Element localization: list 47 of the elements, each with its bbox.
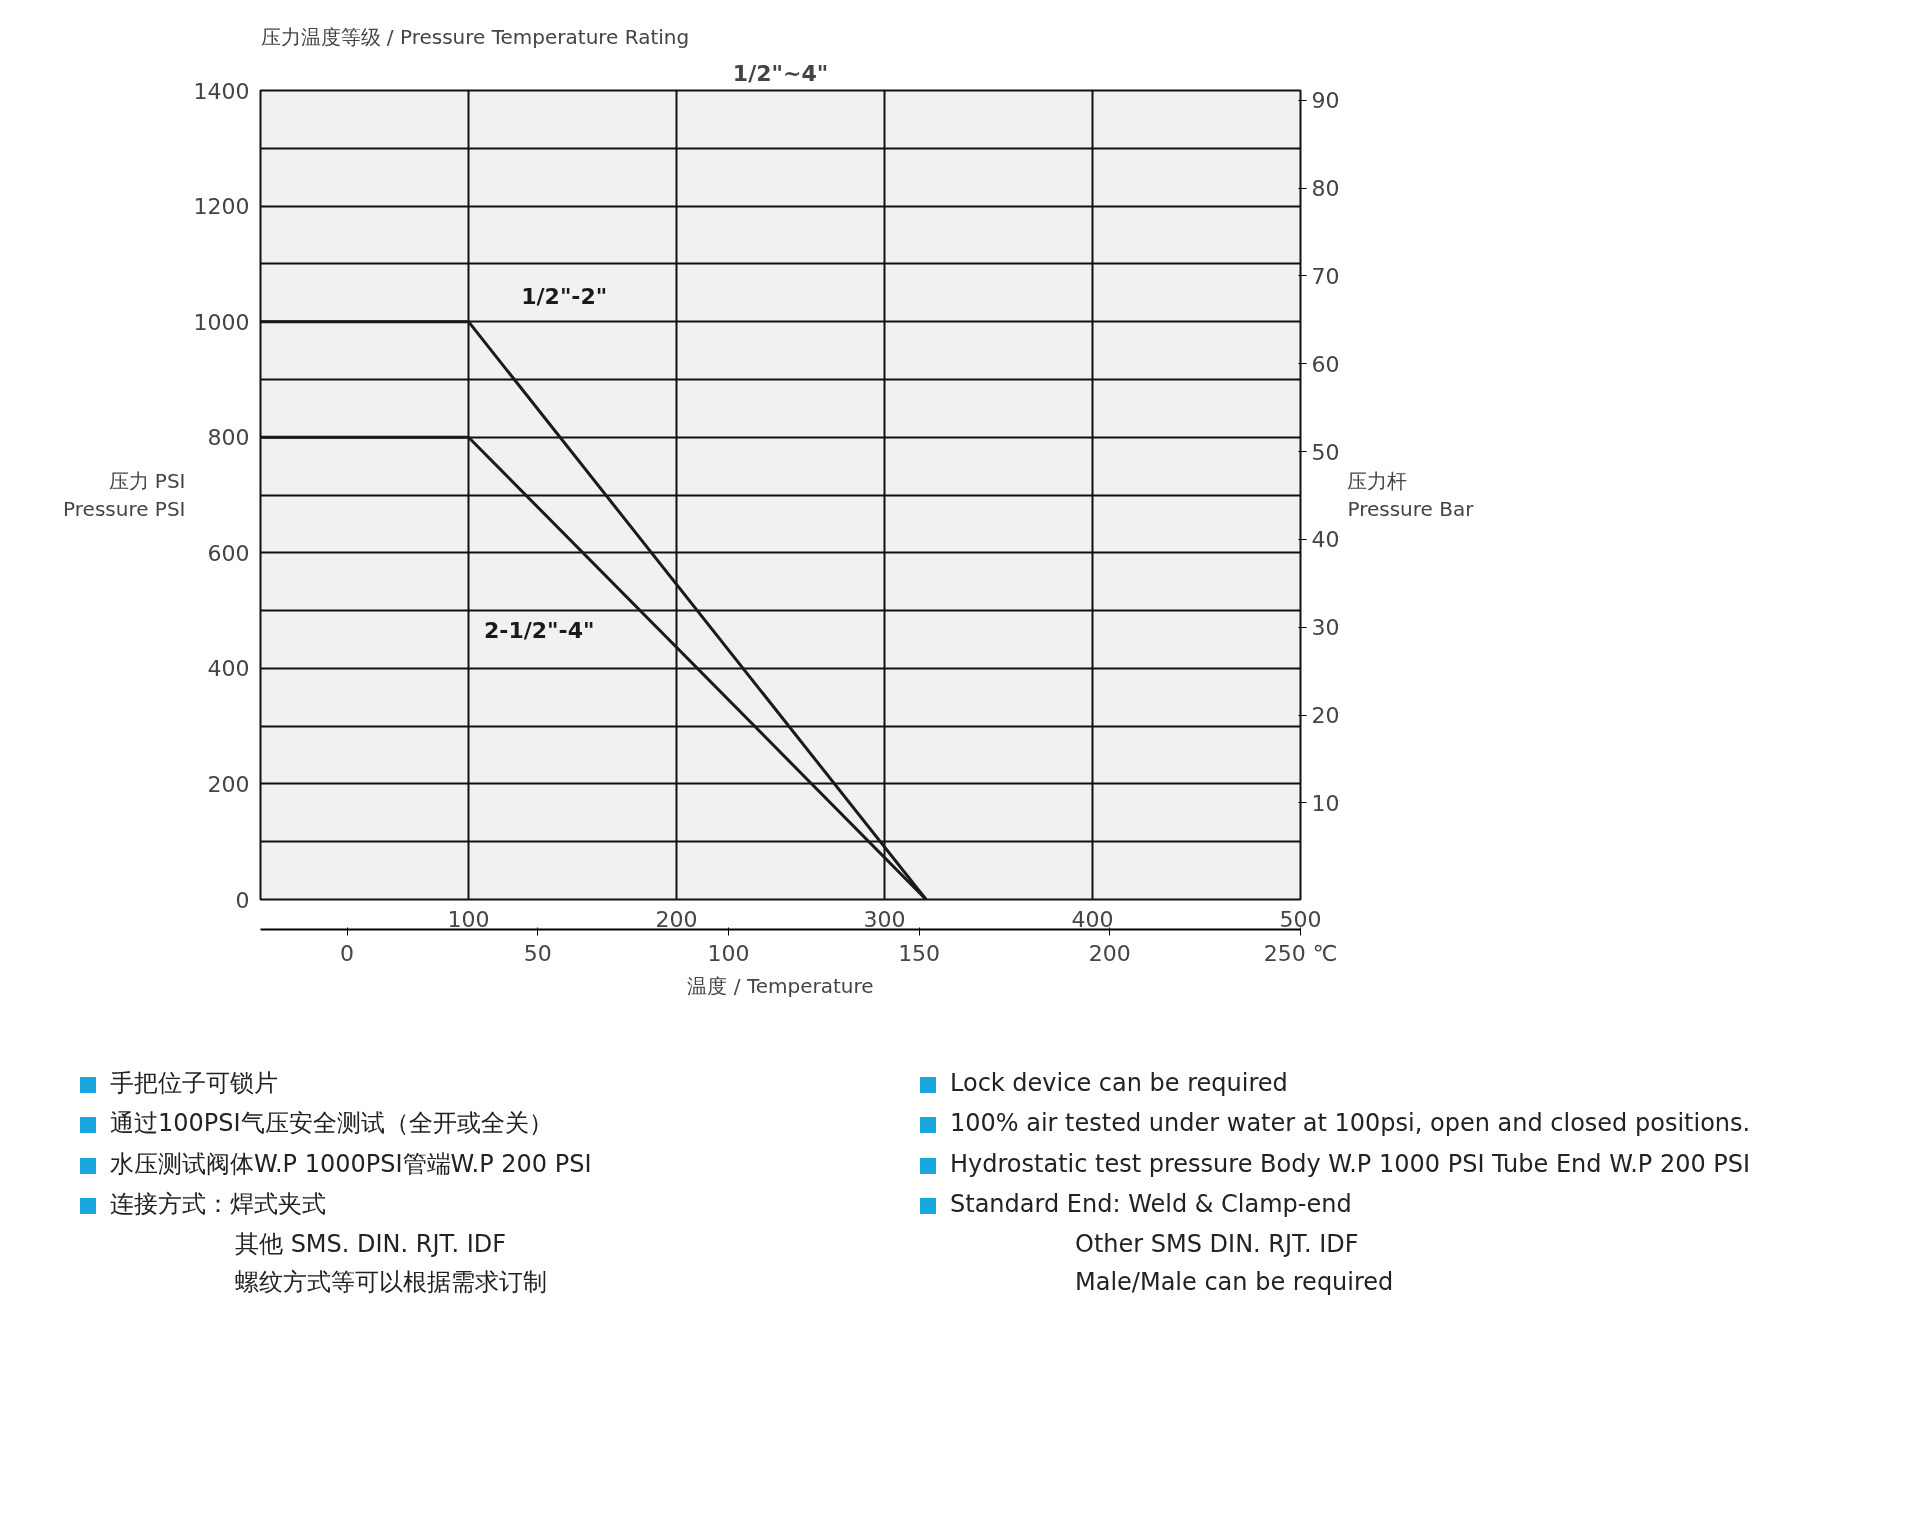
y-tick-label: 1400 [193, 78, 250, 104]
x2-tick-label: 250 ℃ [1263, 940, 1338, 966]
y2-tick-label: 30 [1311, 615, 1340, 641]
text: 手把位子可锁片 [109, 1068, 279, 1099]
x2-tick-label: 150 [898, 940, 941, 966]
text: Other SMS DIN. RJT. IDF [1075, 1229, 1360, 1261]
y-tick-label: 200 [207, 771, 250, 797]
x-tick-label: 200 [655, 906, 698, 932]
x-tick-label: 300 [863, 906, 906, 932]
y2-tick-label: 90 [1311, 88, 1340, 114]
text: 其他 SMS. DIN. RJT. IDF [235, 1229, 508, 1261]
text: 水压测试阀体W.P 1000PSI管端W.P 200 PSI [109, 1148, 593, 1180]
x-tick-label: 100 [447, 906, 490, 932]
y2-axis-title: 压力杆 Pressure Bar [1347, 468, 1475, 522]
x-axis-title: 温度 / Temperature [687, 973, 874, 998]
text: Standard End: Weld & Clamp-end [949, 1188, 1353, 1220]
y-axis-title: 压力 PSI Pressure PSI [63, 468, 186, 522]
y2-tick-label: 20 [1311, 703, 1340, 729]
text: Lock device can be required [949, 1068, 1289, 1099]
y-tick-label: 1200 [193, 194, 250, 220]
y2-tick-label: 40 [1311, 527, 1340, 553]
text: Hydrostatic test pressure Body W.P 1000 PSI Tube End W.P 200 PSI [949, 1148, 1752, 1180]
text: 通过100PSI气压安全测试（全开或全关） [109, 1108, 554, 1140]
series-label: 2-1/2"-4" [484, 618, 595, 644]
text: Male/Male can be required [1075, 1267, 1395, 1299]
y2-tick-label: 60 [1311, 351, 1340, 377]
y-tick-label: 400 [207, 656, 250, 682]
y-tick-label: 800 [207, 425, 250, 451]
text: 螺纹方式等可以根据需求订制 [235, 1267, 548, 1299]
y2-tick-label: 10 [1311, 790, 1340, 816]
x2-tick-label: 50 [523, 940, 552, 966]
chart-subtitle: 1/2"~4" [732, 60, 829, 86]
text: 100% air tested under water at 100psi, open and closed positions. [949, 1108, 1752, 1140]
x2-tick-label: 200 [1088, 940, 1131, 966]
chart-title: 压力温度等级 / Pressure Temperature Rating [260, 24, 690, 49]
y2-tick-label: 50 [1311, 439, 1340, 465]
x2-tick-label: 100 [707, 940, 750, 966]
text: 连接方式：焊式夹式 [109, 1188, 327, 1220]
y-tick-label: 0 [235, 887, 250, 913]
x2-tick-label: 0 [340, 940, 355, 966]
text: 1/2"-2" [521, 284, 608, 310]
x-tick-label: 400 [1071, 906, 1114, 932]
y-tick-label: 1000 [193, 309, 250, 335]
y2-tick-label: 70 [1311, 263, 1340, 289]
y2-tick-label: 80 [1311, 176, 1340, 201]
x-tick-label: 500 [1279, 906, 1322, 932]
y-tick-label: 600 [207, 540, 250, 566]
